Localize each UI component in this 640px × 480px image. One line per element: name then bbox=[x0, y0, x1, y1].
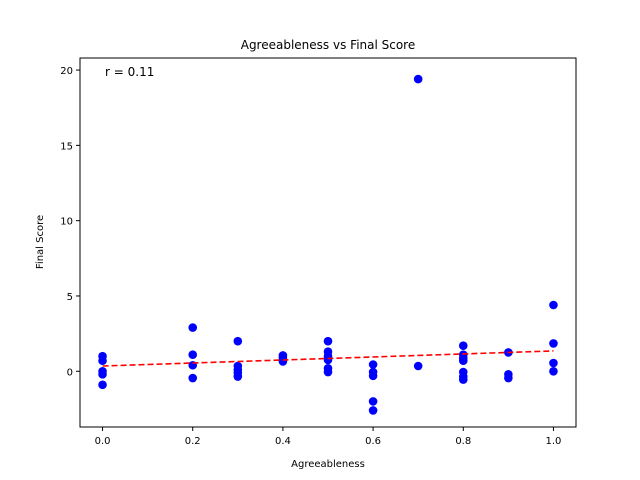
data-point bbox=[368, 360, 378, 369]
data-point bbox=[368, 397, 378, 406]
x-tick-label: 0.2 bbox=[185, 436, 201, 447]
data-point bbox=[368, 406, 378, 415]
data-point bbox=[188, 323, 198, 332]
data-point bbox=[188, 350, 198, 360]
data-point bbox=[413, 74, 423, 84]
y-tick-label: 10 bbox=[60, 217, 73, 228]
data-point bbox=[323, 355, 333, 365]
data-point bbox=[368, 371, 378, 381]
data-point bbox=[504, 373, 513, 383]
data-point bbox=[458, 341, 468, 350]
data-point bbox=[549, 366, 558, 376]
data-point bbox=[323, 367, 333, 377]
y-tick-label: 15 bbox=[60, 141, 73, 152]
y-tick-label: 5 bbox=[67, 292, 73, 303]
data-point bbox=[458, 356, 468, 366]
data-point bbox=[549, 300, 558, 310]
data-point bbox=[188, 373, 198, 383]
chart-title: Agreeableness vs Final Score bbox=[241, 38, 416, 52]
data-point bbox=[98, 369, 107, 379]
y-tick-label: 20 bbox=[60, 66, 73, 77]
data-point bbox=[323, 336, 333, 346]
x-tick-label: 0.0 bbox=[95, 436, 111, 447]
x-tick-label: 0.4 bbox=[275, 436, 291, 447]
x-tick-label: 0.8 bbox=[455, 436, 471, 447]
x-tick-label: 1.0 bbox=[546, 436, 562, 447]
y-tick-label: 0 bbox=[67, 367, 73, 378]
data-point bbox=[458, 375, 468, 384]
data-point bbox=[233, 336, 243, 346]
x-tick-label: 0.6 bbox=[365, 436, 381, 447]
data-point bbox=[413, 361, 423, 371]
plot-frame bbox=[79, 57, 577, 428]
x-axis-label: Agreeableness bbox=[291, 459, 365, 470]
data-point bbox=[278, 357, 288, 366]
correlation-annotation: r = 0.11 bbox=[105, 65, 154, 79]
y-axis-label: Final Score bbox=[35, 215, 46, 269]
data-point bbox=[549, 358, 558, 368]
data-point bbox=[98, 356, 107, 366]
trend-line bbox=[102, 350, 554, 367]
data-point bbox=[233, 372, 243, 381]
data-point bbox=[98, 380, 107, 390]
plot-area: 0.0 0.2 0.4 0.6 0.8 1.0 0 5 10 15 20 bbox=[60, 66, 561, 447]
data-point bbox=[549, 339, 558, 348]
